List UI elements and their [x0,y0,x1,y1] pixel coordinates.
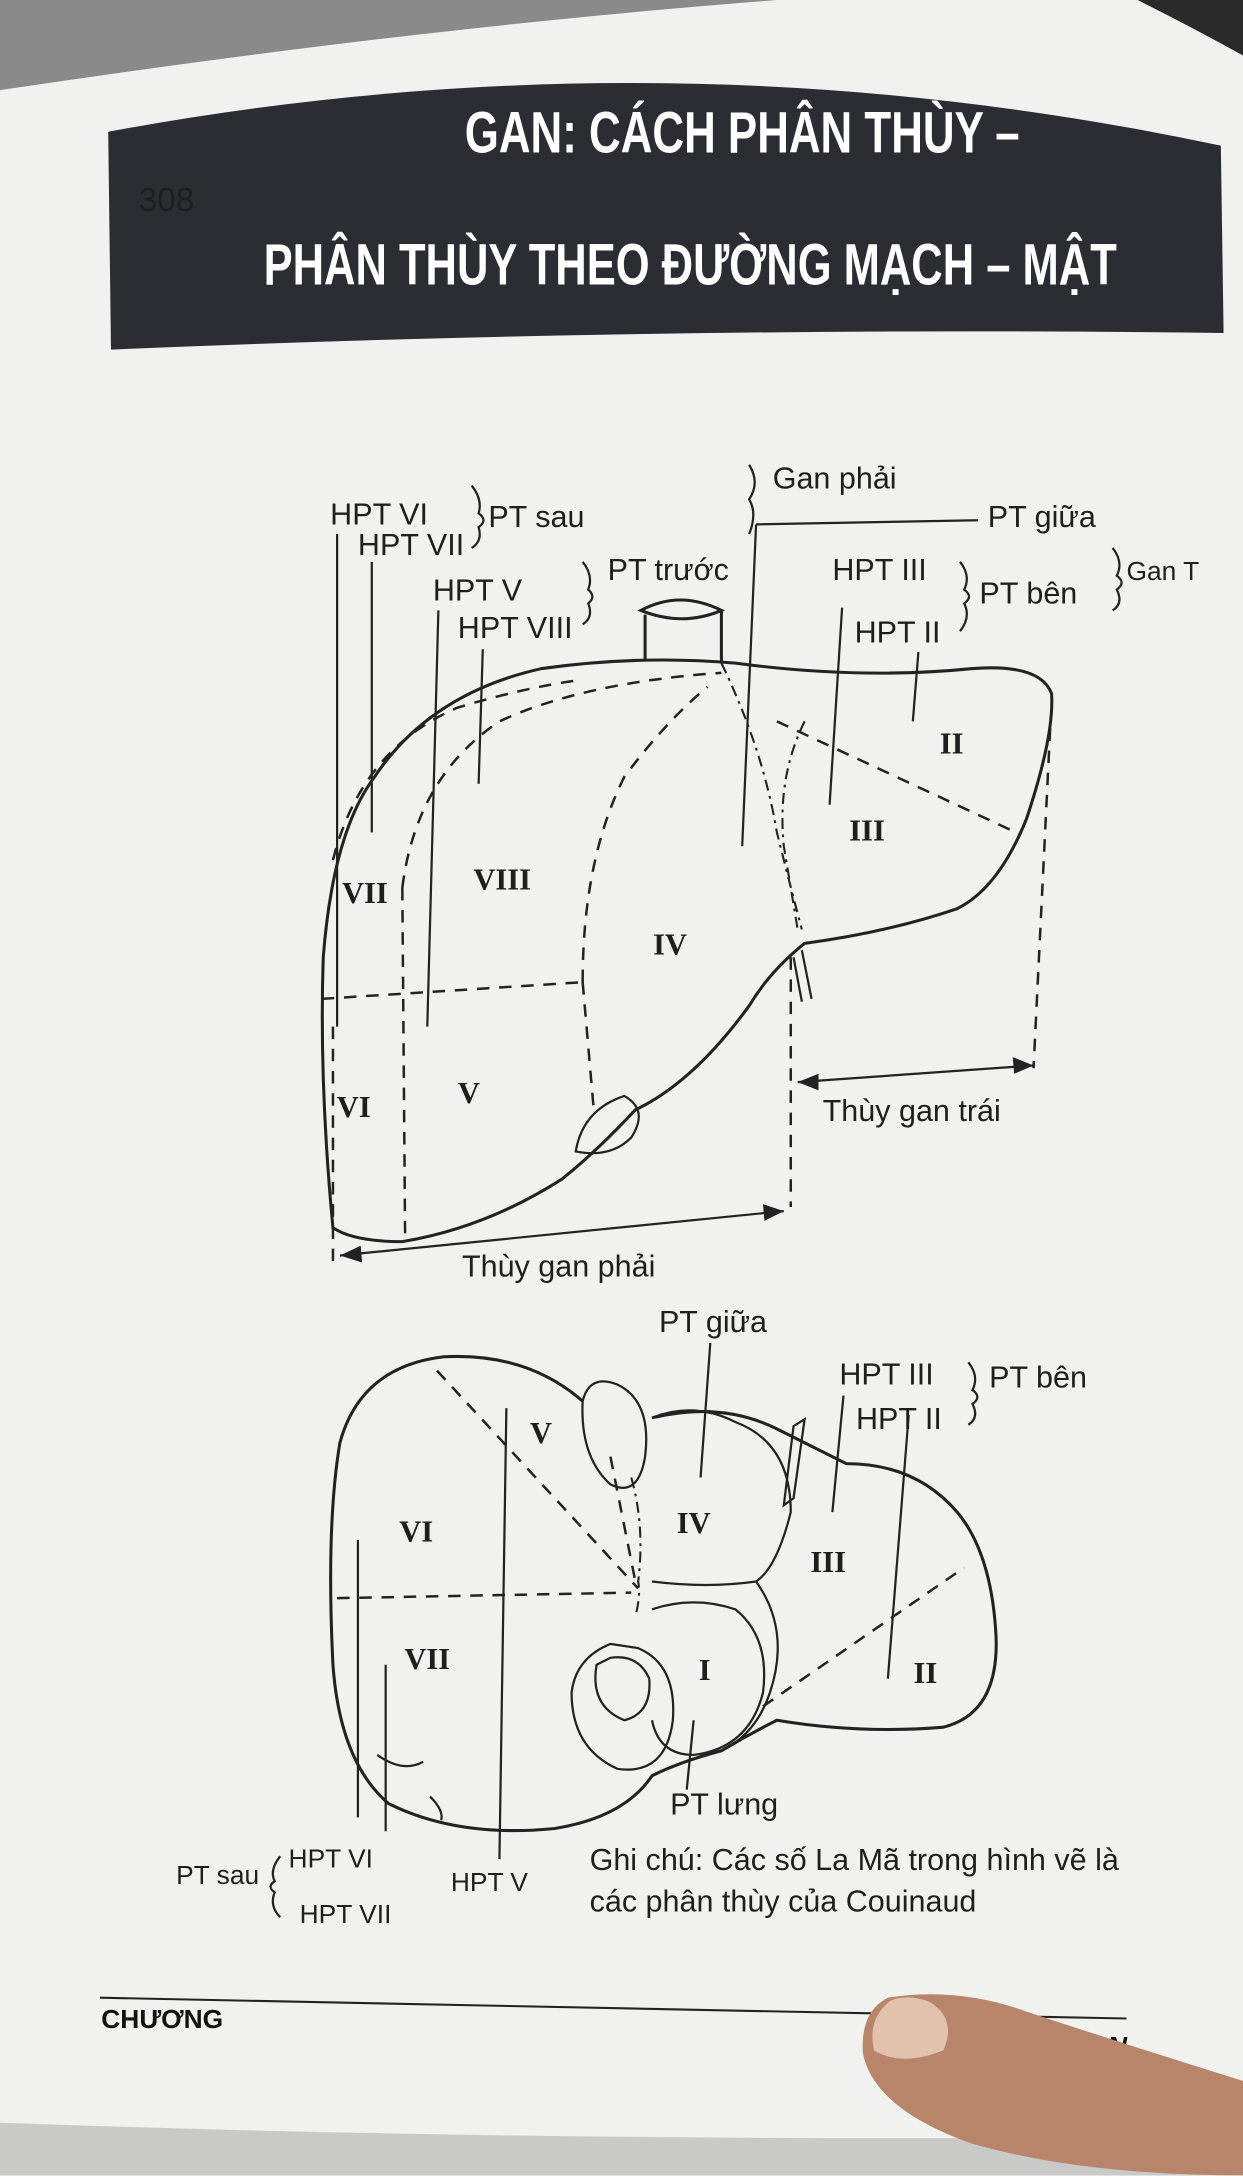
segment-number: VII [342,876,388,910]
segment-boundary [337,1369,965,1708]
shadow [1137,0,1243,56]
label: PT sau [176,1860,259,1890]
segment-number: V [530,1416,552,1450]
vena-cava [637,598,726,664]
fingernail [872,1997,948,2059]
ligament [782,1417,807,1508]
header-band [108,83,1224,350]
segment-number: III [849,814,885,848]
liver-outline [329,1354,998,1833]
label: HPT V [451,1867,529,1897]
segment-number: VIII [473,862,531,896]
segment-number: V [458,1076,480,1110]
title-line: PHÂN THÙY THEO ĐƯỜNG MẠCH – MẬT [264,232,1117,297]
gallbladder [581,1380,648,1489]
label: PT giữa [988,500,1096,534]
label: HPT III [832,553,926,587]
fissure [630,1477,642,1617]
ligament [792,950,813,1002]
label: HPT VII [358,528,464,562]
label: HPT VIII [458,611,573,645]
label: PT sau [488,500,584,534]
leader-line [356,1342,910,1859]
dimension-line [331,728,1052,1263]
segment-number: I [699,1653,711,1687]
label: HPT VI [289,1843,373,1873]
label: HPT VI [330,497,428,531]
label: HPT II [855,615,941,649]
segment-number: II [913,1656,937,1690]
label: HPT II [856,1402,942,1436]
label: HPT III [839,1358,933,1392]
segment-number: IV [653,927,687,961]
label: PT trước [608,553,729,587]
segment-boundary [321,671,1011,1235]
segment-number: VI [337,1090,371,1124]
title-line: GAN: CÁCH PHÂN THÙY – [465,101,1020,166]
fissure [720,662,806,930]
label: PT bên [989,1360,1087,1394]
label: Thùy gan trái [823,1094,1001,1128]
figure-top: HPT VI HPT VII PT sau HPT V HPT VIII PT … [320,461,1199,1283]
footer-chapter: CHƯƠNG [101,2004,223,2034]
gallbladder [574,1094,640,1155]
label: PT lưng [670,1788,778,1822]
note: Ghi chú: Các số La Mã trong hình vẽ là [590,1843,1119,1877]
dimension-arrow [339,1064,1034,1257]
label: Gan T [1126,556,1199,586]
vena-cava-caudate [570,1601,766,1771]
segment-number: II [940,726,964,760]
label: PT bên [979,576,1077,610]
segment-number: III [810,1545,846,1579]
figure-bottom: PT giữa HPT III PT bên HPT II PT lưng PT… [176,1305,1119,1929]
label: HPT VII [300,1899,392,1929]
label: PT giữa [659,1305,767,1339]
label: Thùy gan phải [462,1249,655,1283]
finger [862,1994,1243,2176]
note: các phân thùy của Couinaud [590,1885,977,1919]
page-number: 308 [139,182,195,219]
lobe-outline [651,1409,792,1752]
segment-number: VI [399,1514,433,1548]
detail [376,1754,443,1821]
leader-line [336,519,979,1027]
label: Gan phải [773,461,897,495]
shadow [0,0,777,91]
brace [269,1361,979,1919]
segment-number: VII [404,1642,450,1676]
label: HPT V [433,574,523,608]
shadow [0,2122,1243,2176]
segment-number: IV [677,1506,711,1540]
brace [470,464,1123,632]
